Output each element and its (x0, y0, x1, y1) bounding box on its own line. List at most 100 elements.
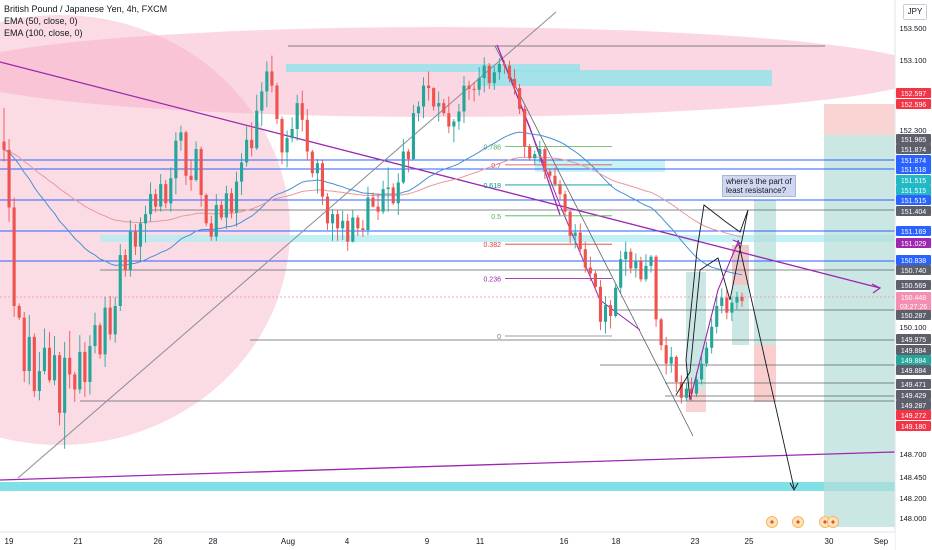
projection-line[interactable] (494, 45, 694, 437)
candle (32, 333, 36, 397)
candle-body (143, 214, 148, 224)
candle-body (305, 119, 309, 152)
price-label-text: 149.884 (901, 348, 926, 355)
price-tick-label: 148.000 (899, 514, 926, 523)
candle-body (588, 267, 592, 274)
candle (502, 60, 506, 74)
price-tick-label: 152.300 (899, 126, 926, 135)
candle-body (133, 231, 137, 247)
candle (598, 280, 603, 331)
candle-body (518, 88, 522, 109)
price-label-text: 03:27:26 (900, 304, 927, 311)
position-box-3-risk (754, 345, 776, 402)
price-label-bg (896, 379, 931, 389)
candle-body (523, 108, 527, 147)
price-label-text: 149.287 (901, 403, 926, 410)
price-label-tag: 149.471 (896, 379, 931, 389)
fib-level-label: 0.7 (491, 163, 501, 170)
candle (528, 144, 532, 161)
candle (518, 83, 522, 114)
candle-body (427, 85, 431, 89)
economic-event-markers[interactable] (766, 516, 839, 528)
indicator-ema-100[interactable]: EMA (100, close, 0) (4, 28, 83, 38)
time-tick-label: Aug (281, 537, 295, 546)
candle (42, 328, 47, 375)
price-label-text: 150.740 (901, 268, 926, 275)
gray-channel-line[interactable] (17, 11, 557, 479)
price-tick-label: 148.450 (899, 473, 926, 482)
candle-body (684, 388, 688, 398)
candle (189, 159, 193, 191)
candle (17, 303, 21, 321)
candle (133, 224, 137, 256)
zigzag-projection[interactable] (675, 204, 749, 401)
candle (391, 183, 395, 205)
candle (98, 322, 102, 359)
candle (78, 335, 82, 394)
candle (396, 173, 400, 215)
candle (705, 341, 709, 367)
candle (280, 116, 284, 165)
descending-trendline[interactable] (0, 61, 881, 289)
price-label-text: 151.965 (901, 137, 926, 144)
currency-button[interactable]: JPY (903, 4, 927, 20)
time-tick-label: 28 (209, 537, 218, 546)
candle (406, 149, 410, 173)
candle (179, 125, 183, 151)
candle-body (330, 214, 335, 224)
candle (467, 80, 471, 100)
fib-level-label: 0.618 (483, 183, 501, 190)
candle (487, 63, 491, 89)
candle (583, 241, 587, 273)
candle (548, 168, 552, 182)
time-axis[interactable] (0, 532, 895, 550)
candle-body (52, 355, 57, 381)
candle-body (492, 72, 496, 84)
price-tick-label: 150.100 (899, 323, 926, 332)
projection-arrow-line[interactable] (737, 239, 795, 489)
price-label-bg (896, 175, 931, 185)
ascending-trendline[interactable] (0, 451, 896, 481)
candle (730, 296, 734, 321)
price-label-text: 150.287 (901, 313, 926, 320)
cyan-zone-top-1 (286, 64, 580, 72)
price-label-tag: 151.965 (896, 134, 931, 144)
candle-body (164, 184, 168, 204)
candle (255, 94, 259, 150)
horizontal-levels[interactable] (0, 45, 895, 402)
candle (427, 71, 431, 101)
trend-lines[interactable] (0, 11, 896, 491)
candle-body (634, 260, 638, 269)
candle-body (614, 287, 618, 316)
price-label-bg (896, 155, 931, 165)
candle-body (411, 113, 416, 160)
candle (234, 171, 239, 227)
candle (588, 256, 592, 281)
candle-body (2, 141, 6, 150)
candle (224, 185, 228, 230)
harmonic-pattern[interactable] (675, 204, 749, 401)
candle-body (366, 197, 370, 231)
annotation-note[interactable]: where's the part of least resistance? (722, 175, 796, 197)
symbol-title[interactable]: British Pound / Japanese Yen, 4h, FXCM (4, 4, 168, 14)
price-label-bg (896, 334, 931, 344)
price-label-bg (896, 345, 931, 355)
price-label-bg (896, 265, 931, 275)
candle-body (229, 193, 234, 213)
candle (533, 150, 537, 165)
candle (669, 346, 673, 373)
candle (699, 356, 704, 385)
candle-body (123, 255, 127, 271)
candle-body (7, 149, 11, 208)
candle-body (47, 347, 52, 381)
candle-body (300, 103, 304, 120)
candle (128, 219, 132, 277)
candle-body (356, 217, 360, 229)
candle-body (103, 307, 107, 355)
price-label-bg (896, 206, 931, 216)
candle (634, 253, 638, 278)
candle-body (154, 194, 158, 207)
indicator-ema-50[interactable]: EMA (50, close, 0) (4, 16, 78, 26)
candle (240, 153, 244, 195)
